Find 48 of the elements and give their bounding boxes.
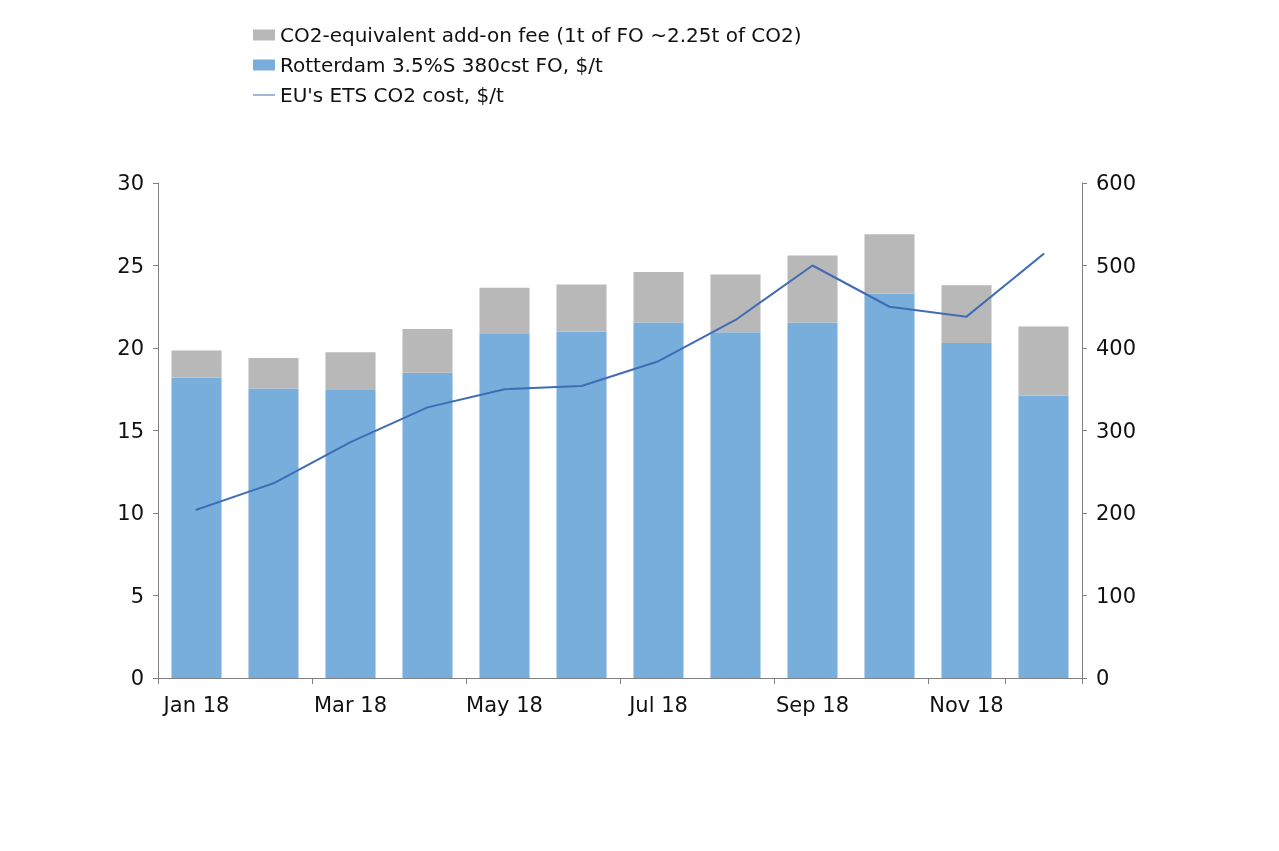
bar bbox=[248, 357, 299, 389]
legend-label: CO2-equivalent add-on fee (1t of FO ~2.25t of CO2) bbox=[280, 23, 802, 47]
bar bbox=[1018, 326, 1069, 396]
bar bbox=[479, 333, 530, 678]
y-tick-label: 5 bbox=[130, 583, 144, 608]
bar bbox=[941, 285, 992, 344]
bar bbox=[864, 234, 915, 294]
bar bbox=[402, 329, 453, 373]
y2-tick-label: 600 bbox=[1096, 171, 1137, 195]
bar bbox=[787, 322, 838, 678]
y-tick-label: 15 bbox=[117, 418, 144, 443]
x-tick-label: May 18 bbox=[466, 692, 543, 717]
y2-tick-label: 100 bbox=[1096, 583, 1137, 608]
y2-tick-label: 400 bbox=[1096, 336, 1137, 360]
y2-tick-label: 500 bbox=[1096, 253, 1137, 278]
bar bbox=[325, 390, 376, 678]
bar bbox=[556, 284, 607, 332]
bar bbox=[325, 352, 376, 391]
y2-tick-label: 300 bbox=[1096, 418, 1137, 443]
x-tick-label: Sep 18 bbox=[776, 692, 849, 717]
y2-tick-label: 200 bbox=[1096, 501, 1137, 525]
bar bbox=[633, 322, 684, 678]
bar bbox=[171, 350, 222, 378]
bar bbox=[633, 272, 684, 323]
y-tick-label: 10 bbox=[117, 501, 144, 525]
bar bbox=[710, 274, 761, 333]
x-tick-label: Nov 18 bbox=[929, 692, 1004, 717]
bar bbox=[248, 388, 299, 678]
bar bbox=[479, 287, 530, 334]
legend-label: Rotterdam 3.5%S 380cst FO, $/t bbox=[280, 53, 603, 77]
bar bbox=[864, 293, 915, 678]
bar bbox=[787, 255, 838, 323]
y-tick-label: 0 bbox=[130, 666, 144, 690]
bar bbox=[1018, 395, 1069, 678]
x-tick-label: Jul 18 bbox=[627, 692, 688, 717]
bar bbox=[171, 377, 222, 678]
bar bbox=[402, 372, 453, 678]
y2-tick-label: 0 bbox=[1096, 666, 1110, 690]
y-tick-label: 20 bbox=[117, 336, 144, 360]
x-tick-label: Jan 18 bbox=[161, 692, 230, 717]
bar bbox=[710, 332, 761, 678]
y-tick-label: 25 bbox=[117, 253, 144, 278]
y-tick-label: 30 bbox=[117, 171, 144, 195]
line-series bbox=[195, 252, 1045, 511]
x-tick-label: Mar 18 bbox=[313, 692, 388, 717]
legend-label: EU's ETS CO2 cost, $/t bbox=[280, 83, 504, 107]
bar bbox=[941, 343, 992, 678]
bar bbox=[556, 331, 607, 678]
